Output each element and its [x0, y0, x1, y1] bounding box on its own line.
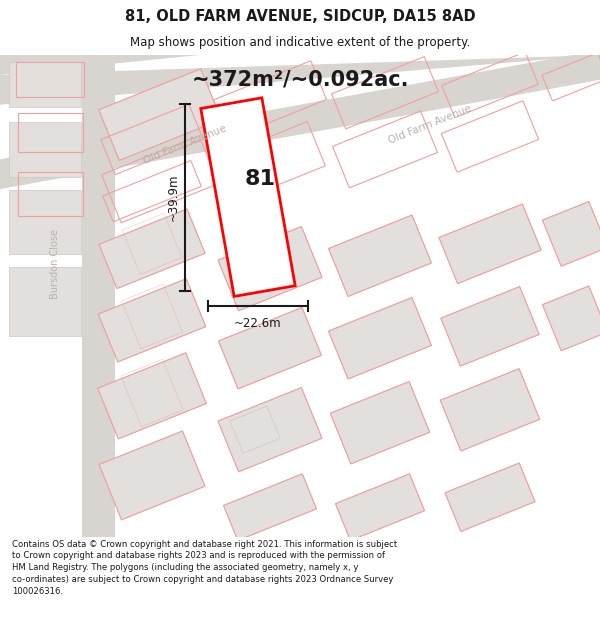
Text: Map shows position and indicative extent of the property.: Map shows position and indicative extent… — [130, 36, 470, 49]
Polygon shape — [98, 353, 206, 439]
Polygon shape — [329, 215, 431, 296]
Text: ~39.9m: ~39.9m — [167, 173, 179, 221]
Text: Old Farm Avenue: Old Farm Avenue — [387, 103, 473, 146]
Polygon shape — [230, 406, 280, 453]
Text: 81, OLD FARM AVENUE, SIDCUP, DA15 8AD: 81, OLD FARM AVENUE, SIDCUP, DA15 8AD — [125, 9, 475, 24]
Polygon shape — [335, 474, 425, 541]
Text: ~372m²/~0.092ac.: ~372m²/~0.092ac. — [191, 70, 409, 90]
Text: 81: 81 — [245, 169, 275, 189]
Polygon shape — [9, 267, 81, 336]
Text: Bursdon Close: Bursdon Close — [50, 229, 60, 299]
Text: Contains OS data © Crown copyright and database right 2021. This information is : Contains OS data © Crown copyright and d… — [12, 539, 397, 596]
Polygon shape — [441, 286, 539, 366]
Polygon shape — [439, 204, 541, 284]
Polygon shape — [9, 62, 81, 107]
Polygon shape — [0, 55, 220, 75]
Polygon shape — [82, 55, 115, 537]
Polygon shape — [99, 69, 221, 161]
Polygon shape — [445, 463, 535, 531]
Polygon shape — [99, 209, 205, 289]
Polygon shape — [542, 201, 600, 266]
Polygon shape — [201, 98, 295, 296]
Polygon shape — [98, 279, 206, 362]
Polygon shape — [440, 369, 540, 451]
Polygon shape — [223, 474, 317, 541]
Polygon shape — [9, 189, 81, 254]
Polygon shape — [9, 122, 81, 177]
Polygon shape — [99, 431, 205, 520]
Text: ~22.6m: ~22.6m — [234, 317, 282, 330]
Polygon shape — [0, 55, 600, 105]
Polygon shape — [218, 388, 322, 472]
Text: Old Farm Avenue: Old Farm Avenue — [142, 123, 228, 166]
Polygon shape — [218, 308, 322, 389]
Polygon shape — [542, 286, 600, 351]
Polygon shape — [329, 298, 431, 379]
Polygon shape — [218, 227, 322, 311]
Polygon shape — [0, 50, 600, 189]
Polygon shape — [330, 381, 430, 464]
